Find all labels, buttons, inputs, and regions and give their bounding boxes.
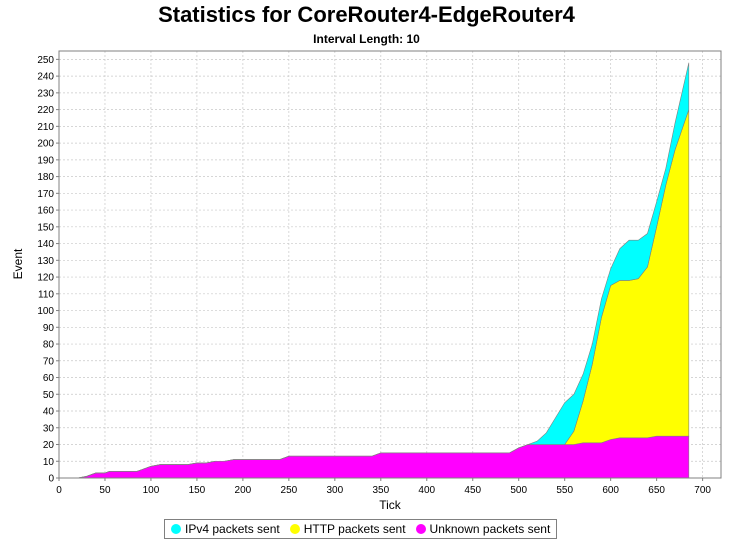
grid-lines (58, 51, 721, 479)
y-tick-label: 190 (37, 155, 54, 166)
y-tick-label: 40 (43, 407, 55, 418)
x-axis-ticks: 0 50 100 150 200 250 300 350 400 450 500 550 600 650 7… (56, 478, 711, 496)
legend-swatch-ipv4-packets-sent (171, 524, 181, 534)
x-tick-label: 600 (602, 485, 619, 496)
y-tick-label: 70 (43, 356, 55, 367)
x-tick-label: 300 (326, 485, 343, 496)
x-tick-label: 200 (235, 485, 252, 496)
y-tick-label: 200 (37, 139, 54, 150)
y-tick-label: 250 (37, 55, 54, 66)
legend-swatch-unknown-packets-sent (415, 524, 426, 534)
legend-item-ipv4-packets-sent: IPv4 packets sent (171, 522, 280, 536)
x-tick-label: 350 (372, 485, 389, 496)
legend-swatch-http-packets-sent (289, 524, 300, 534)
x-tick-label: 450 (464, 485, 481, 496)
y-tick-label: 90 (43, 323, 55, 334)
y-tick-label: 20 (43, 440, 55, 451)
x-tick-label: 400 (418, 485, 435, 496)
y-tick-label: 100 (37, 306, 54, 317)
y-tick-label: 110 (38, 289, 54, 300)
legend-item-unknown-packets-sent: Unknown packets sent (415, 522, 551, 536)
y-tick-label: 50 (43, 390, 55, 401)
x-tick-label: 700 (694, 485, 711, 496)
y-tick-label: 10 (43, 457, 55, 468)
y-tick-label: 120 (37, 273, 54, 284)
x-tick-label: 500 (510, 485, 527, 496)
legend: IPv4 packets sent HTTP packets sent Unknow… (164, 519, 558, 539)
y-tick-label: 30 (43, 423, 55, 434)
plot-border (58, 50, 722, 479)
legend-item-http-packets-sent: HTTP packets sent (289, 522, 406, 536)
y-axis-ticks: 0 10 20 30 40 50 60 70 80 90 100 110 120 130 140 150 160… (37, 55, 59, 485)
y-tick-label: 140 (37, 239, 54, 250)
y-tick-label: 230 (37, 88, 54, 99)
x-tick-label: 550 (556, 485, 573, 496)
y-tick-label: 170 (37, 189, 54, 200)
y-tick-label: 240 (37, 72, 54, 83)
chart-subtitle: Interval Length: 10 (313, 32, 420, 46)
y-tick-label: 80 (43, 340, 55, 351)
x-tick-label: 0 (56, 485, 62, 496)
x-tick-label: 100 (143, 485, 160, 496)
y-tick-label: 160 (37, 206, 54, 217)
x-tick-label: 250 (281, 485, 298, 496)
x-tick-label: 50 (99, 485, 111, 496)
legend-label: IPv4 packets sent (185, 522, 280, 536)
y-axis-label: Event (11, 248, 25, 279)
y-tick-label: 60 (43, 373, 55, 384)
x-tick-label: 650 (648, 485, 665, 496)
y-tick-label: 130 (37, 256, 54, 267)
y-tick-label: 0 (48, 474, 54, 485)
y-tick-label: 150 (37, 222, 54, 233)
x-axis-label: Tick (379, 498, 402, 512)
y-tick-label: 210 (37, 122, 54, 133)
x-tick-label: 150 (189, 485, 206, 496)
area-ipv4-packets-sent (68, 62, 690, 479)
legend-label: HTTP packets sent (303, 522, 406, 536)
y-tick-label: 180 (37, 172, 54, 183)
legend-label: Unknown packets sent (429, 522, 551, 536)
y-tick-label: 220 (37, 105, 54, 116)
chart-title: Statistics for CoreRouter4-EdgeRouter4 (158, 2, 575, 27)
